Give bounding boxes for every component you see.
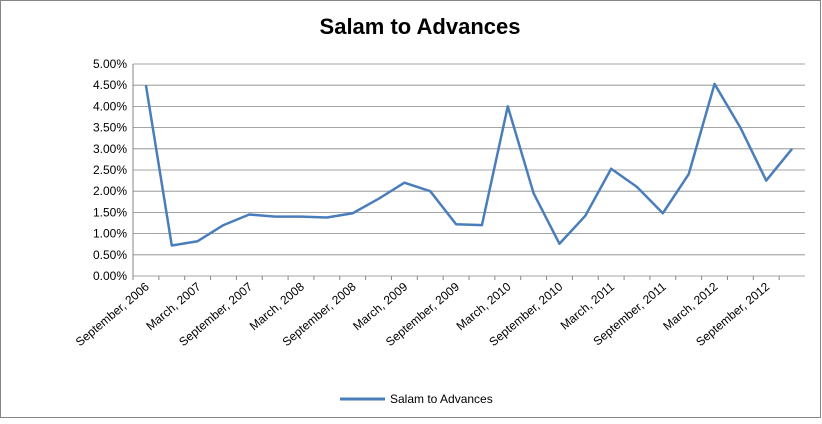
y-tick-label: 5.00% [93, 57, 127, 71]
y-tick-label: 1.50% [93, 205, 127, 219]
y-tick-label: 4.50% [93, 78, 127, 92]
y-tick-label: 0.00% [93, 269, 127, 283]
series-line [144, 82, 794, 247]
y-tick-label: 2.00% [93, 184, 127, 198]
chart-title: Salam to Advances [320, 14, 521, 39]
legend-label: Salam to Advances [390, 392, 493, 406]
y-tick-label: 3.00% [93, 142, 127, 156]
y-tick-label: 3.50% [93, 121, 127, 135]
y-tick-label: 0.50% [93, 248, 127, 262]
y-tick-label: 1.00% [93, 227, 127, 241]
y-tick-label: 4.00% [93, 99, 127, 113]
y-tick-label: 2.50% [93, 163, 127, 177]
